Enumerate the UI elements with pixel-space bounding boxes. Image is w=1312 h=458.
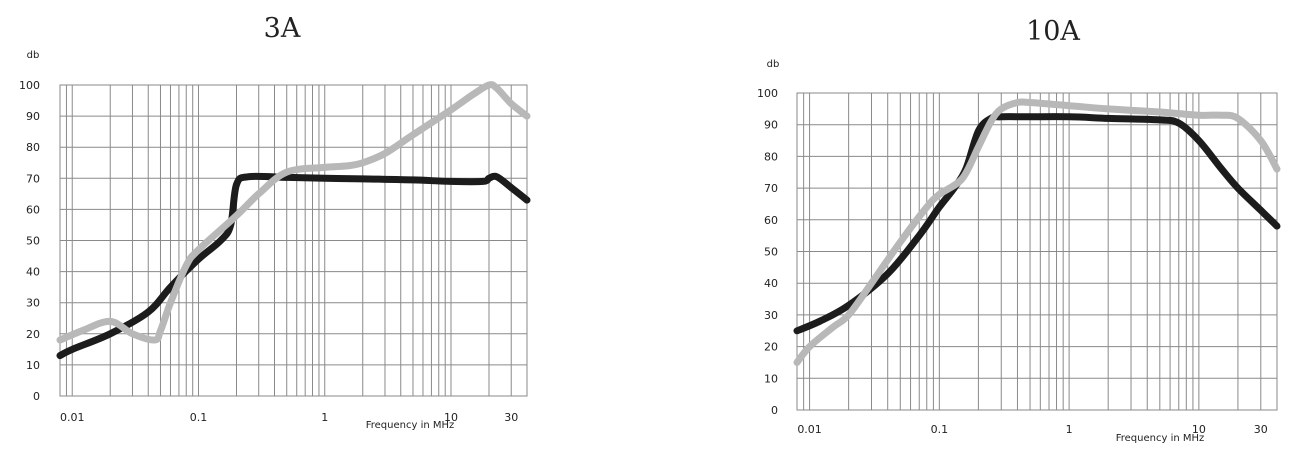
y-tick-label: 30 xyxy=(26,297,40,310)
chart-title: 3A xyxy=(264,13,301,44)
y-tick-label: 100 xyxy=(19,79,40,92)
y-tick-label: 40 xyxy=(764,277,778,290)
x-tick-label: 0.1 xyxy=(190,411,208,424)
y-tick-label: 10 xyxy=(26,359,40,372)
y-tick-label: 50 xyxy=(26,235,40,248)
y-tick-label: 0 xyxy=(33,390,40,403)
y-tick-label: 20 xyxy=(26,328,40,341)
x-tick-label: 30 xyxy=(504,411,518,424)
y-tick-label: 90 xyxy=(764,119,778,132)
series-line-1 xyxy=(793,98,1281,366)
y-tick-label: 60 xyxy=(764,214,778,227)
series-line-1 xyxy=(56,81,531,344)
x-tick-label: 30 xyxy=(1254,423,1268,436)
x-tick-label: 1 xyxy=(1066,423,1073,436)
y-tick-label: 0 xyxy=(771,404,778,417)
series-line-0 xyxy=(793,113,1281,335)
x-tick-label: 10 xyxy=(1192,423,1206,436)
y-tick-label: 30 xyxy=(764,309,778,322)
x-tick-label: 1 xyxy=(321,411,328,424)
y-tick-label: 40 xyxy=(26,266,40,279)
y-tick-label: 60 xyxy=(26,203,40,216)
chart-1: 10A db 0 10 20 30 40 50 60 70 80 90 100 0.01 0.1 1 10 30 F… xyxy=(757,16,1281,444)
x-axis-label: Frequency in MHz xyxy=(366,420,455,431)
y-axis-label: db xyxy=(27,50,40,61)
y-tick-label: 20 xyxy=(764,341,778,354)
y-tick-label: 10 xyxy=(764,372,778,385)
y-tick-label: 90 xyxy=(26,110,40,123)
y-tick-label: 80 xyxy=(764,150,778,163)
y-tick-label: 80 xyxy=(26,141,40,154)
y-tick-label: 70 xyxy=(26,172,40,185)
y-tick-label: 70 xyxy=(764,182,778,195)
x-tick-label: 0.01 xyxy=(797,423,822,436)
plot-frame xyxy=(59,84,528,397)
series-line-0 xyxy=(56,172,531,360)
chart-0: 3A db 0 10 20 30 40 50 60 70 80 90 100 0.01 0.1 1 10 30 Fr… xyxy=(19,13,531,431)
x-tick-label: 0.1 xyxy=(931,423,949,436)
chart-title: 10A xyxy=(1026,16,1080,47)
y-tick-label: 50 xyxy=(764,246,778,259)
x-tick-label: 10 xyxy=(444,411,458,424)
plot-frame xyxy=(796,92,1278,411)
y-tick-label: 100 xyxy=(757,87,778,100)
y-axis-label: db xyxy=(767,59,780,70)
x-axis-label: Frequency in MHz xyxy=(1116,433,1205,444)
x-tick-label: 0.01 xyxy=(60,411,85,424)
